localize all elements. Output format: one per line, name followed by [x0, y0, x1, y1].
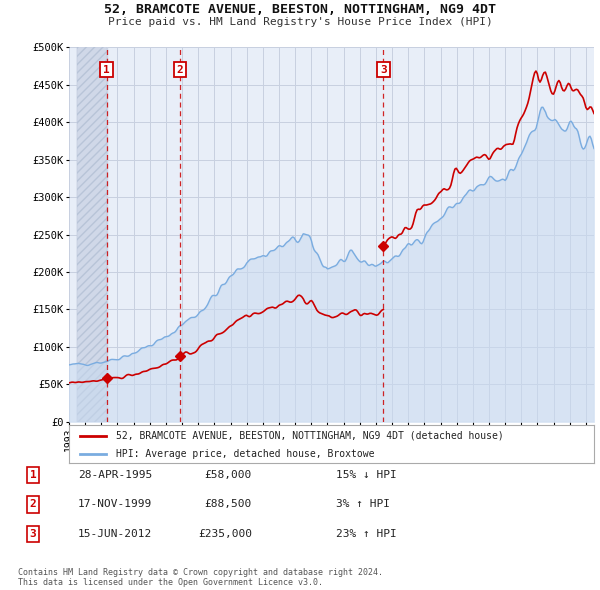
Text: 52, BRAMCOTE AVENUE, BEESTON, NOTTINGHAM, NG9 4DT: 52, BRAMCOTE AVENUE, BEESTON, NOTTINGHAM… — [104, 3, 496, 16]
Text: 23% ↑ HPI: 23% ↑ HPI — [336, 529, 397, 539]
Text: 2: 2 — [29, 500, 37, 509]
Bar — [77, 47, 107, 422]
Text: Price paid vs. HM Land Registry's House Price Index (HPI): Price paid vs. HM Land Registry's House … — [107, 17, 493, 27]
Text: Contains HM Land Registry data © Crown copyright and database right 2024.
This d: Contains HM Land Registry data © Crown c… — [18, 568, 383, 587]
Text: HPI: Average price, detached house, Broxtowe: HPI: Average price, detached house, Brox… — [116, 448, 375, 458]
Bar — [77, 47, 107, 422]
Text: 2: 2 — [177, 65, 184, 75]
Text: 52, BRAMCOTE AVENUE, BEESTON, NOTTINGHAM, NG9 4DT (detached house): 52, BRAMCOTE AVENUE, BEESTON, NOTTINGHAM… — [116, 431, 504, 441]
Text: £58,000: £58,000 — [205, 470, 252, 480]
Text: 17-NOV-1999: 17-NOV-1999 — [78, 500, 152, 509]
Text: 1: 1 — [29, 470, 37, 480]
Text: 1: 1 — [103, 65, 110, 75]
Text: £88,500: £88,500 — [205, 500, 252, 509]
Text: 3: 3 — [29, 529, 37, 539]
Text: 28-APR-1995: 28-APR-1995 — [78, 470, 152, 480]
Text: £235,000: £235,000 — [198, 529, 252, 539]
Text: 3% ↑ HPI: 3% ↑ HPI — [336, 500, 390, 509]
Text: 15% ↓ HPI: 15% ↓ HPI — [336, 470, 397, 480]
Text: 15-JUN-2012: 15-JUN-2012 — [78, 529, 152, 539]
Text: 3: 3 — [380, 65, 387, 75]
